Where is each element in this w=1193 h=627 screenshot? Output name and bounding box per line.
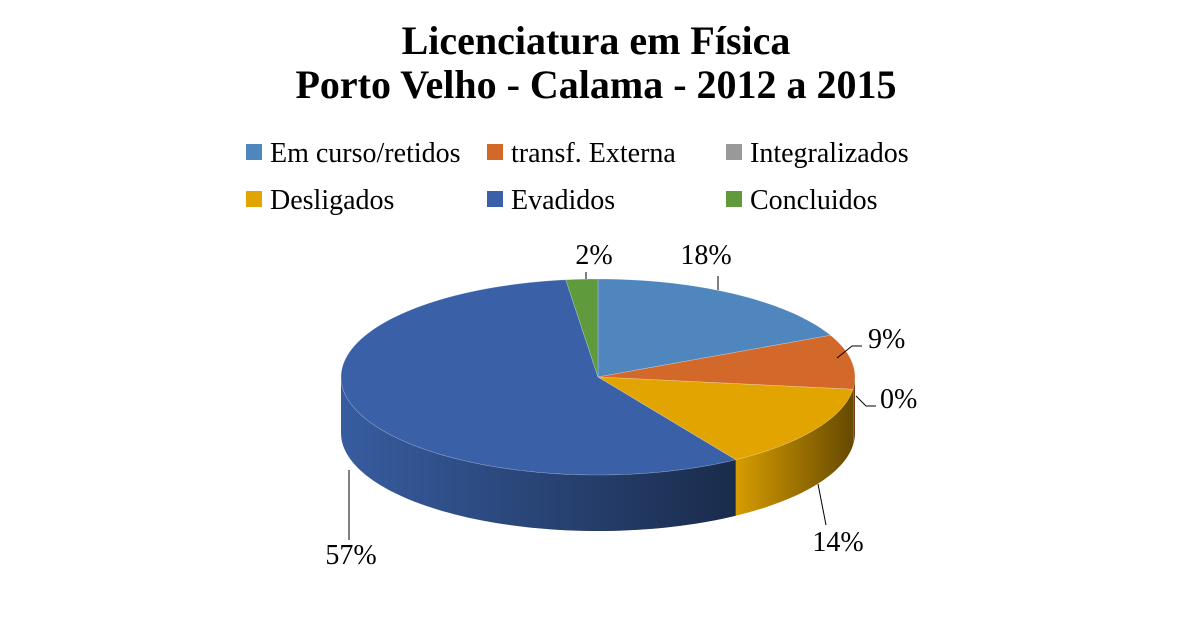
pie-top: [340, 278, 856, 476]
legend-label-concluidos: Concluidos: [750, 185, 878, 216]
legend-label-evadidos: Evadidos: [511, 185, 615, 216]
side-shade-desligados: [735, 389, 853, 516]
slice-transf-externa: [597, 334, 856, 390]
legend-label-integralizados: Integralizados: [750, 138, 909, 169]
data-label-integralizados: 0%: [880, 384, 917, 415]
legend-label-desligados: Desligados: [270, 185, 394, 216]
legend-swatch-concluidos: [726, 191, 742, 207]
side-shade-transf-externa: [852, 377, 855, 446]
chart-title-line-1: Licenciatura em Física: [402, 18, 791, 63]
legend-swatch-em-curso-retidos: [246, 144, 262, 160]
slice-em-curso-retidos: [597, 278, 832, 378]
leader-line-desligados: [817, 483, 827, 526]
slice-desligados: [597, 376, 854, 461]
pie-sides: [341, 377, 855, 531]
data-label-evadidos: 57%: [325, 540, 376, 571]
data-label-transf-externa: 9%: [868, 324, 905, 355]
legend-swatch-desligados: [246, 191, 262, 207]
data-labels: 18% 9% 0% 14% 57% 2%: [325, 240, 917, 571]
data-label-desligados: 14%: [812, 527, 863, 558]
leader-line-transf-externa: [836, 345, 862, 359]
legend-label-em-curso-retidos: Em curso/retidos: [270, 138, 461, 169]
legend-swatch-evadidos: [487, 191, 503, 207]
data-label-concluidos: 2%: [575, 240, 612, 271]
leader-lines: [348, 272, 876, 540]
legend-label-transf-externa: transf. Externa: [511, 138, 676, 169]
slice-evadidos: [340, 279, 737, 476]
data-label-em-curso-retidos: 18%: [680, 240, 731, 271]
chart-title-line-2: Porto Velho - Calama - 2012 a 2015: [295, 62, 896, 107]
legend-swatch-transf-externa: [487, 144, 503, 160]
side-shade-evadidos: [341, 377, 736, 531]
leader-line-integralizados: [855, 395, 876, 407]
legend: Em curso/retidos transf. Externa Integrali…: [246, 138, 909, 216]
slice-concluidos: [565, 278, 599, 378]
legend-swatch-integralizados: [726, 144, 742, 160]
